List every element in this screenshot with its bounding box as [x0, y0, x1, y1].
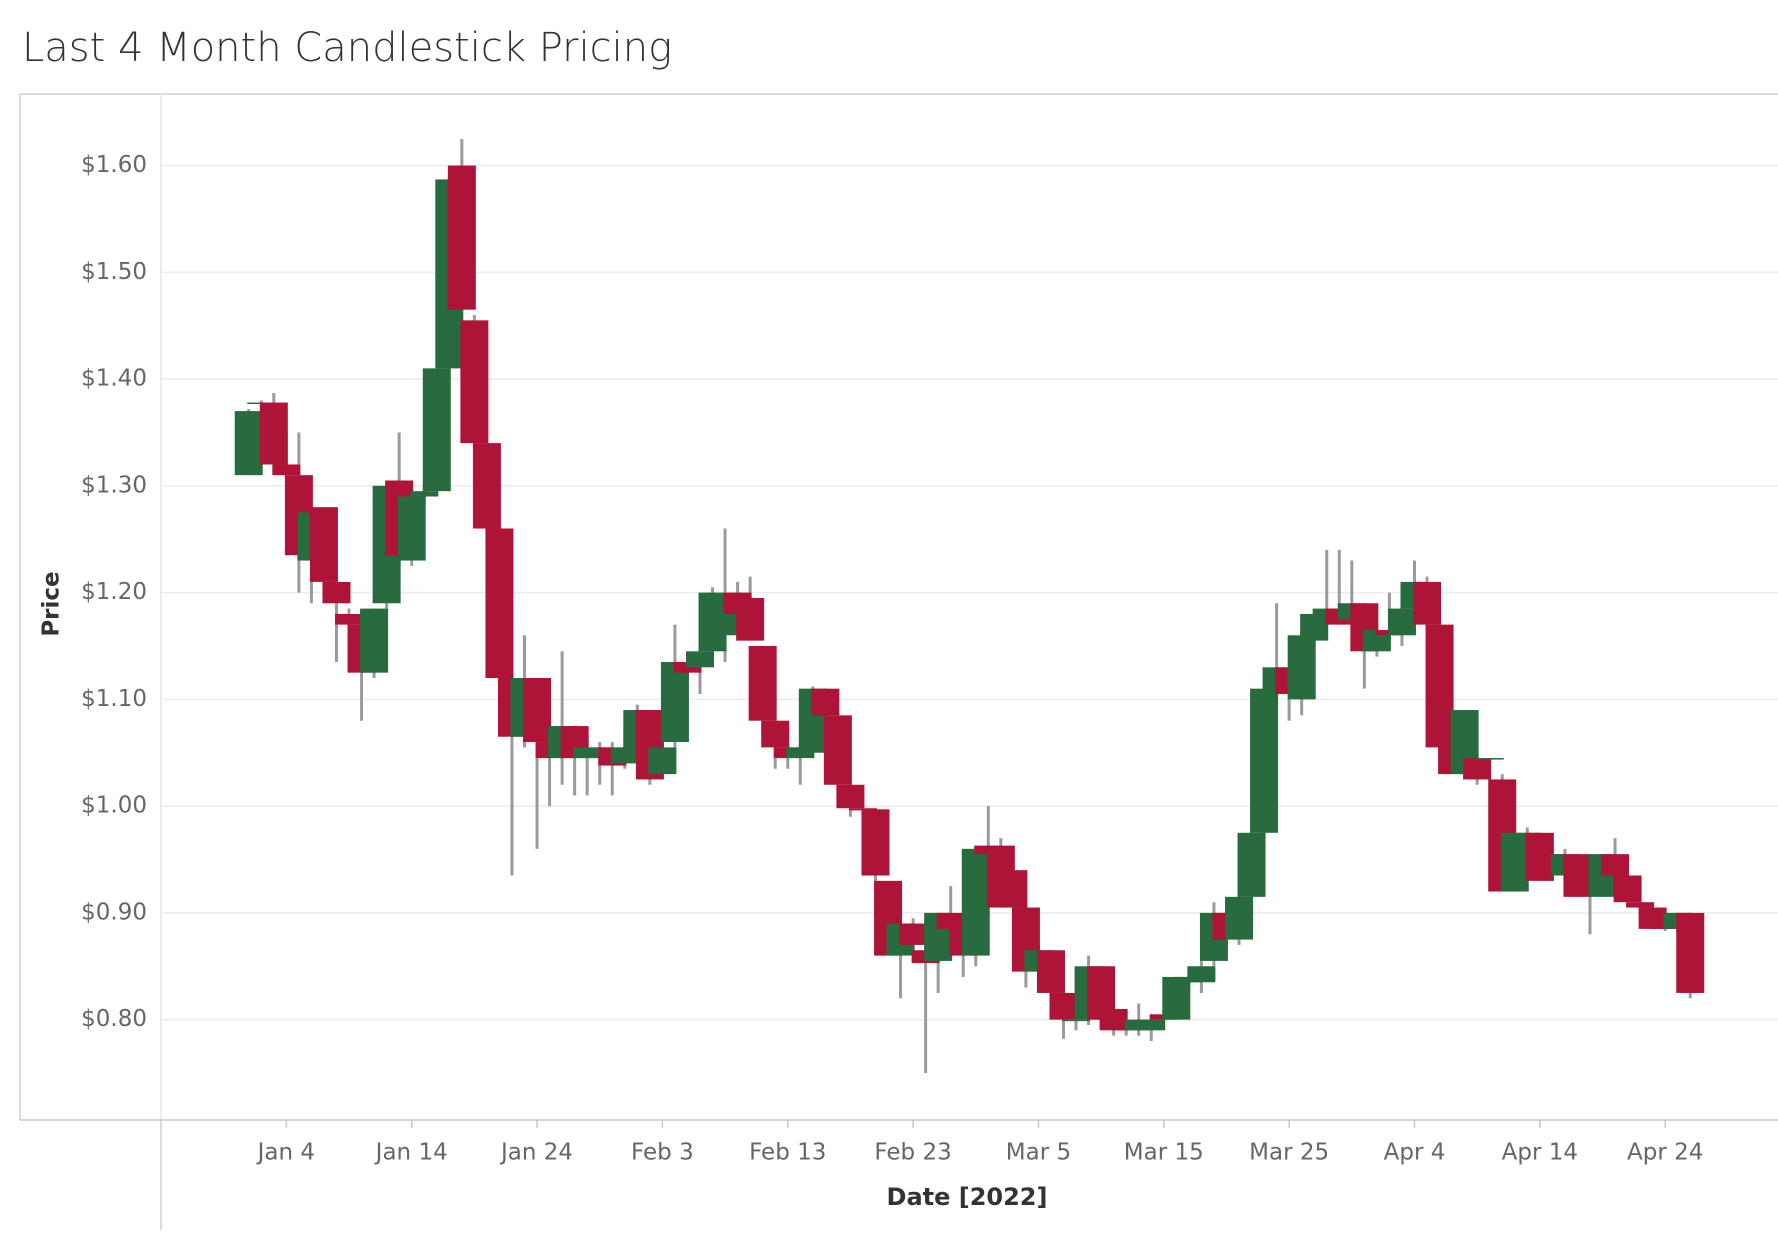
candle-body: [460, 320, 489, 444]
candle-body: [447, 165, 476, 310]
candle-body: [422, 368, 451, 492]
candle-body: [736, 597, 765, 641]
candle-body: [1387, 608, 1416, 636]
candle-body: [660, 661, 689, 743]
candle-body: [1613, 875, 1642, 903]
x-tick-label: Feb 3: [631, 1140, 694, 1166]
x-tick-label: Feb 23: [874, 1140, 951, 1166]
x-tick-label: Feb 13: [749, 1140, 826, 1166]
candle-body: [1225, 896, 1253, 940]
x-tick-label: Apr 4: [1384, 1140, 1446, 1166]
candle-body: [234, 411, 263, 476]
candle-body: [360, 608, 389, 673]
y-tick-label: $1.10: [81, 686, 147, 712]
y-tick-label: $0.90: [81, 899, 147, 925]
candle-body: [1413, 581, 1442, 625]
candle-body: [999, 870, 1028, 908]
candle-body: [309, 507, 338, 582]
candle-body: [335, 613, 364, 625]
candle-body: [259, 402, 288, 465]
candle-body: [1237, 832, 1266, 897]
candle-body: [485, 528, 514, 678]
candle-body: [899, 923, 928, 945]
candle-body: [1187, 966, 1216, 983]
candle-body: [748, 645, 777, 721]
candle-body: [648, 747, 677, 775]
y-tick-label: $1.60: [81, 152, 147, 178]
x-tick-label: Jan 24: [499, 1140, 573, 1166]
candle-body: [761, 720, 790, 748]
candle-body: [1475, 758, 1504, 760]
candle-body: [472, 443, 501, 529]
candle-body: [861, 809, 890, 876]
candle-body: [1601, 854, 1630, 876]
y-tick-label: $0.80: [81, 1006, 147, 1032]
candle-body: [410, 491, 439, 497]
candles: [234, 138, 1705, 1074]
y-tick-label: $1.00: [81, 793, 147, 819]
y-tick-label: $1.30: [81, 472, 147, 498]
candle-body: [1137, 1019, 1166, 1031]
candle-body: [836, 784, 865, 809]
candle-body: [1626, 902, 1655, 908]
candle-body: [961, 848, 990, 956]
y-tick-label: $1.50: [81, 259, 147, 285]
candle-body: [1036, 950, 1065, 993]
candle-body: [1676, 912, 1705, 993]
candle-body: [1162, 976, 1191, 1020]
x-tick-label: Mar 5: [1006, 1140, 1071, 1166]
x-tick-label: Mar 15: [1124, 1140, 1204, 1166]
x-tick-label: Jan 14: [374, 1140, 448, 1166]
y-tick-label: $1.40: [81, 366, 147, 392]
candle-body: [272, 464, 301, 476]
candle-body: [1463, 758, 1492, 780]
candle-body: [523, 677, 552, 743]
candle-body: [811, 688, 840, 716]
chart-title: Last 4 Month Candlestick Pricing: [22, 25, 672, 71]
candle-body: [397, 496, 426, 561]
candle-body: [823, 715, 852, 785]
y-axis-title: Price: [39, 571, 65, 636]
y-tick-label: $1.20: [81, 579, 147, 605]
x-axis-title: Date [2022]: [887, 1183, 1048, 1211]
x-tick-label: Jan 4: [256, 1140, 315, 1166]
candle-body: [322, 581, 351, 604]
candle-body: [686, 651, 714, 668]
x-tick-label: Apr 24: [1627, 1140, 1703, 1166]
candle-body: [1250, 688, 1279, 833]
candle-body: [1062, 1019, 1091, 1022]
candle-body: [1049, 992, 1078, 1020]
x-tick-label: Mar 25: [1249, 1140, 1329, 1166]
candle-body: [1287, 635, 1316, 700]
x-tick-label: Apr 14: [1502, 1140, 1578, 1166]
